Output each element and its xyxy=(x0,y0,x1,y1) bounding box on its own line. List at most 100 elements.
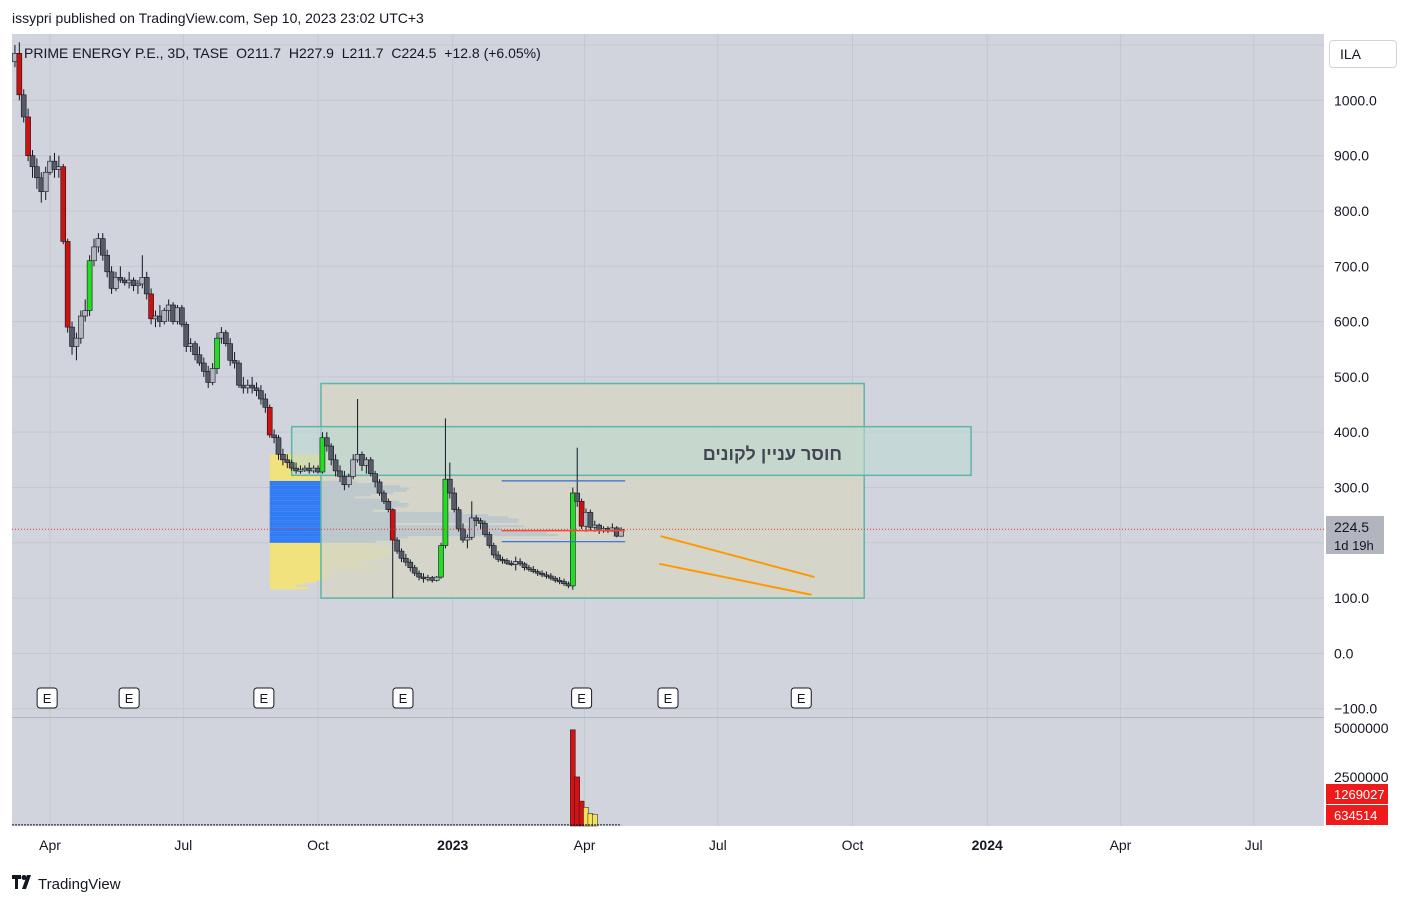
time-tick-label: Jul xyxy=(174,837,192,853)
profile-bin xyxy=(269,578,326,581)
candle-body xyxy=(262,398,269,408)
candle-body xyxy=(350,459,356,477)
profile-bin xyxy=(269,476,320,479)
candle-body xyxy=(78,315,84,339)
range-box xyxy=(320,382,865,599)
candle-body xyxy=(442,478,449,546)
earnings-marker-box xyxy=(790,687,812,709)
symbol-legend[interactable]: PRIME ENERGY P.E., 3D, TASE O211.7 H227.… xyxy=(24,45,541,61)
candle-body xyxy=(389,509,396,541)
price-axis[interactable]: 11001000.0900.0800.0700.0600.0500.0400.0… xyxy=(1334,37,1389,785)
candle-body xyxy=(526,567,532,570)
last-price-badge xyxy=(1326,516,1384,554)
price-tick-label: 800.0 xyxy=(1334,203,1369,219)
candle-body xyxy=(113,277,119,289)
candle-body xyxy=(192,343,198,356)
candle-body xyxy=(451,492,458,510)
candle-body xyxy=(473,517,479,521)
candle-body xyxy=(455,509,462,530)
channel-lower-line xyxy=(659,562,812,596)
candle-body xyxy=(464,536,471,541)
candle-body xyxy=(460,528,466,541)
candles xyxy=(12,42,624,599)
candle-body xyxy=(367,459,374,474)
countdown-label: 1d 19h xyxy=(1334,538,1374,553)
published-note: issypri published on TradingView.com, Se… xyxy=(12,10,424,26)
price-tick-label: 400.0 xyxy=(1334,424,1369,440)
profile-bin xyxy=(269,580,317,583)
time-axis[interactable]: Apr Jul Oct 2023 Apr Jul Oct 2024 Apr Jul xyxy=(39,837,1262,853)
profile-bin xyxy=(269,582,306,585)
currency-button[interactable]: ILA xyxy=(1329,40,1397,68)
annotation-text[interactable]: חוסר עניין לקונים xyxy=(703,444,842,464)
earnings-marker-box xyxy=(392,687,414,709)
candle-body xyxy=(543,574,550,577)
profile-bin xyxy=(269,573,335,576)
earnings-marker-label: E xyxy=(260,691,269,706)
candle-body xyxy=(332,459,339,472)
volume-bar xyxy=(592,813,598,827)
candle-body xyxy=(319,437,326,473)
candle-body xyxy=(495,554,501,560)
candle-body xyxy=(183,324,190,347)
candle-body xyxy=(328,445,335,461)
candle-body xyxy=(534,571,541,574)
candle-body xyxy=(530,569,537,572)
candle-body xyxy=(394,539,400,552)
volume-label-2: 634514 xyxy=(1334,808,1377,823)
candle-body xyxy=(587,512,594,528)
profile-bin xyxy=(269,575,332,579)
price-tick-label: 300.0 xyxy=(1334,479,1369,495)
candle-body xyxy=(570,492,576,587)
candle-body xyxy=(73,337,80,347)
legend-symbol: PRIME ENERGY P.E., 3D, TASE xyxy=(24,45,229,61)
time-axis-bg xyxy=(12,826,1324,862)
price-tick-label: 100.0 xyxy=(1334,590,1369,606)
candle-body xyxy=(433,576,440,581)
last-price-label: 224.5 xyxy=(1334,519,1369,535)
tradingview-logo[interactable]: TradingView xyxy=(12,875,121,894)
volume-bars xyxy=(12,729,622,827)
candle-body xyxy=(29,155,36,168)
candle-body xyxy=(258,390,264,400)
tradingview-logo-icon xyxy=(12,875,34,894)
candle-body xyxy=(403,557,409,563)
time-tick-label: Oct xyxy=(307,837,329,853)
candle-body xyxy=(411,567,418,574)
candle-body xyxy=(266,406,273,436)
legend-high: H227.9 xyxy=(288,45,334,61)
time-tick-label: Jul xyxy=(1245,837,1263,853)
candle-body xyxy=(130,279,137,286)
candle-body xyxy=(209,368,216,383)
candle-body xyxy=(280,454,286,461)
candle-body xyxy=(227,343,233,361)
candle-body xyxy=(20,94,27,118)
candle-body xyxy=(324,437,330,447)
volume-label-1: 1269027 xyxy=(1334,787,1385,802)
time-tick-label: Apr xyxy=(39,837,61,853)
profile-bin xyxy=(269,584,297,588)
candle-body xyxy=(91,246,97,262)
candle-body xyxy=(86,260,93,311)
candle-body xyxy=(416,572,422,578)
earnings-marker-label: E xyxy=(125,691,134,706)
candle-body xyxy=(521,563,528,568)
candle-body xyxy=(231,359,238,364)
earnings-marker-label: E xyxy=(577,691,586,706)
candle-body xyxy=(196,354,203,364)
candle-body xyxy=(486,534,493,546)
volume-pane-bg xyxy=(12,718,1324,826)
candle-body xyxy=(482,523,488,535)
profile-bin xyxy=(269,587,309,590)
candle-body xyxy=(552,577,559,581)
candle-body xyxy=(297,469,304,472)
candle-body xyxy=(337,470,343,477)
legend-open: O211.7 xyxy=(236,45,282,61)
earnings-marker-box xyxy=(571,687,593,709)
volume-badge-2 xyxy=(1326,805,1388,825)
candle-body xyxy=(574,492,581,502)
candle-body xyxy=(253,387,260,392)
channel-upper-line xyxy=(660,535,815,579)
